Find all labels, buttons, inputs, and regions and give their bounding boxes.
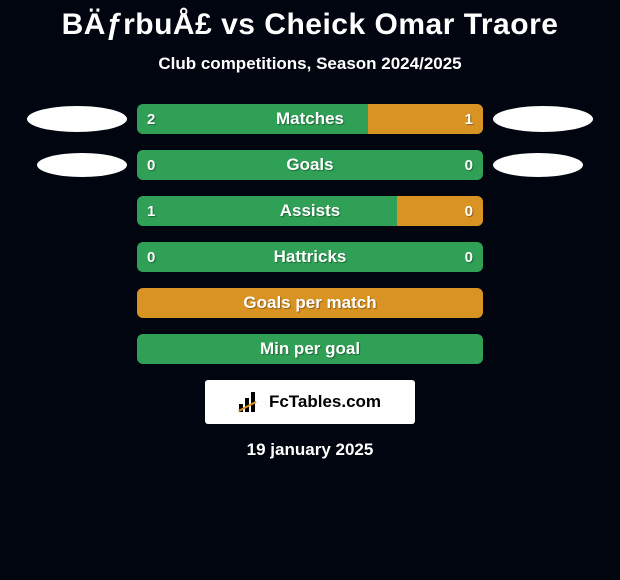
stat-bar-gpm: Goals per match [137, 288, 483, 318]
stats-chart: 2 Matches 1 0 Goals 0 [0, 104, 620, 364]
stat-right-value: 1 [465, 104, 473, 134]
date-label: 19 january 2025 [0, 440, 620, 460]
player-right-token-slot [483, 153, 603, 177]
stat-bar-matches: 2 Matches 1 [137, 104, 483, 134]
stat-row-assists: 1 Assists 0 [0, 196, 620, 226]
stat-row-goals: 0 Goals 0 [0, 150, 620, 180]
stat-row-hattricks: 0 Hattricks 0 [0, 242, 620, 272]
stat-label: Goals [137, 150, 483, 180]
player-left-token-icon [27, 106, 127, 132]
player-left-token-slot [17, 153, 137, 177]
stat-right-value: 0 [465, 196, 473, 226]
player-left-token-icon [37, 153, 127, 177]
stat-bar-hattricks: 0 Hattricks 0 [137, 242, 483, 272]
comparison-card: BÄƒrbuÅ£ vs Cheick Omar Traore Club comp… [0, 0, 620, 460]
stat-right-value: 0 [465, 242, 473, 272]
stat-label: Matches [137, 104, 483, 134]
player-left-token-slot [17, 106, 137, 132]
stat-label: Assists [137, 196, 483, 226]
player-right-token-slot [483, 106, 603, 132]
player-right-token-icon [493, 153, 583, 177]
stat-label: Min per goal [137, 334, 483, 364]
branding-text: FcTables.com [269, 392, 381, 412]
stat-bar-goals: 0 Goals 0 [137, 150, 483, 180]
stat-bar-mpg: Min per goal [137, 334, 483, 364]
branding-badge: FcTables.com [205, 380, 415, 424]
stat-bar-assists: 1 Assists 0 [137, 196, 483, 226]
stat-label: Goals per match [137, 288, 483, 318]
fctables-logo-icon [239, 392, 263, 412]
stat-row-matches: 2 Matches 1 [0, 104, 620, 134]
player-right-token-icon [493, 106, 593, 132]
stat-right-value: 0 [465, 150, 473, 180]
stat-row-min-per-goal: Min per goal [0, 334, 620, 364]
stat-row-goals-per-match: Goals per match [0, 288, 620, 318]
page-title: BÄƒrbuÅ£ vs Cheick Omar Traore [0, 8, 620, 42]
stat-label: Hattricks [137, 242, 483, 272]
subtitle: Club competitions, Season 2024/2025 [0, 54, 620, 74]
